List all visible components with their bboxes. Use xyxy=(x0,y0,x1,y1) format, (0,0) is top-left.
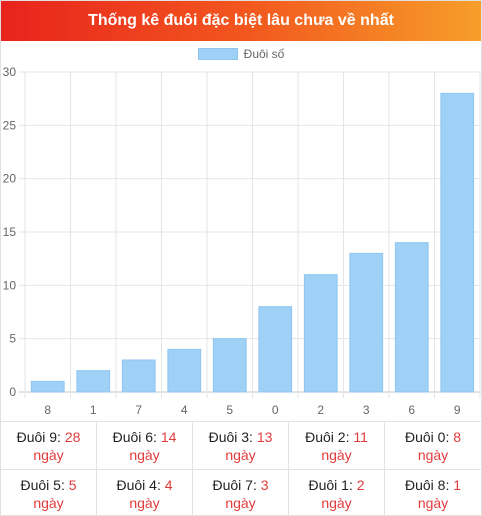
stat-cell: Đuôi 2: 11 ngày xyxy=(289,421,385,469)
bar-1[interactable] xyxy=(76,370,111,393)
x-tick-label: 6 xyxy=(408,403,415,417)
stat-cell: Đuôi 1: 2 ngày xyxy=(289,469,385,515)
stat-cell: Đuôi 0: 8 ngày xyxy=(385,421,481,469)
stat-cell: Đuôi 3: 13 ngày xyxy=(193,421,289,469)
stat-value: 14 xyxy=(160,429,177,445)
x-tick-label: 9 xyxy=(454,403,461,417)
stat-label: Đuôi 4: xyxy=(116,477,165,493)
stat-unit: ngày xyxy=(321,495,352,511)
stat-value: 3 xyxy=(260,477,269,493)
stat-value: 1 xyxy=(453,477,462,493)
stat-unit: ngày xyxy=(129,447,160,463)
x-tick-label: 4 xyxy=(181,403,188,417)
y-tick-label: 5 xyxy=(9,332,16,346)
y-tick-label: 25 xyxy=(3,118,17,132)
x-tick-label: 3 xyxy=(363,403,370,417)
x-tick-label: 2 xyxy=(317,403,324,417)
stat-value: 2 xyxy=(356,477,365,493)
stat-cell: Đuôi 9: 28 ngày xyxy=(1,421,97,469)
stat-label: Đuôi 7: xyxy=(212,477,261,493)
stat-label: Đuôi 9: xyxy=(16,429,65,445)
stat-value: 13 xyxy=(256,429,273,445)
stat-unit: ngày xyxy=(225,447,256,463)
stat-unit: ngày xyxy=(33,495,64,511)
legend-label: Đuôi số xyxy=(243,47,285,61)
stat-cell: Đuôi 4: 4 ngày xyxy=(97,469,193,515)
stat-cell: Đuôi 5: 5 ngày xyxy=(1,469,97,515)
stat-label: Đuôi 5: xyxy=(20,477,69,493)
bar-2[interactable] xyxy=(303,274,338,393)
bar-7[interactable] xyxy=(121,359,156,393)
stat-label: Đuôi 1: xyxy=(308,477,357,493)
bar-9[interactable] xyxy=(440,92,475,393)
legend-swatch xyxy=(197,48,238,60)
stat-unit: ngày xyxy=(33,447,64,463)
stat-unit: ngày xyxy=(321,447,352,463)
stat-unit: ngày xyxy=(225,495,256,511)
stat-unit: ngày xyxy=(417,495,449,511)
y-tick-label: 10 xyxy=(3,278,17,292)
widget-title: Thống kê đuôi đặc biệt lâu chưa về nhất xyxy=(1,1,481,41)
axes: 0 5 10 15 20 25 30 8 1 7 4 5 0 2 3 6 9 xyxy=(3,65,461,417)
bar-6[interactable] xyxy=(394,242,429,393)
bars xyxy=(30,92,475,393)
bar-chart: 0 5 10 15 20 25 30 8 1 7 4 5 0 2 3 6 9 xyxy=(3,65,481,417)
stat-unit: ngày xyxy=(417,447,449,463)
stat-value: 11 xyxy=(353,429,368,445)
bar-0[interactable] xyxy=(258,306,293,393)
grid-lines xyxy=(19,71,481,398)
bar-5[interactable] xyxy=(212,338,247,393)
stats-table: Đuôi 9: 28 ngày Đuôi 6: 14 ngày Đuôi 3: 13 ng… xyxy=(1,421,481,515)
stat-cell: Đuôi 6: 14 ngày xyxy=(97,421,193,469)
chart-legend[interactable]: Đuôi số xyxy=(1,47,481,61)
stat-value: 4 xyxy=(164,477,173,493)
stat-value: 5 xyxy=(68,477,77,493)
bar-3[interactable] xyxy=(349,252,384,393)
stat-label: Đuôi 0: xyxy=(404,429,454,445)
stat-value: 28 xyxy=(64,429,81,445)
stat-cell: Đuôi 8: 1 ngày xyxy=(385,469,481,515)
y-tick-label: 30 xyxy=(3,65,17,79)
stat-label: Đuôi 8: xyxy=(404,477,454,493)
stat-label: Đuôi 3: xyxy=(208,429,257,445)
y-tick-label: 20 xyxy=(3,172,17,186)
bar-8[interactable] xyxy=(30,380,65,393)
stat-unit: ngày xyxy=(129,495,160,511)
x-tick-label: 0 xyxy=(272,403,279,417)
x-tick-label: 8 xyxy=(44,403,51,417)
y-tick-label: 0 xyxy=(9,385,16,399)
x-tick-label: 7 xyxy=(135,403,142,417)
stat-value: 8 xyxy=(453,429,462,445)
x-tick-label: 5 xyxy=(226,403,233,417)
stat-label: Đuôi 2: xyxy=(305,429,354,445)
y-tick-label: 15 xyxy=(3,225,17,239)
bar-4[interactable] xyxy=(167,348,202,393)
stat-label: Đuôi 6: xyxy=(112,429,161,445)
x-tick-label: 1 xyxy=(90,403,97,417)
stat-cell: Đuôi 7: 3 ngày xyxy=(193,469,289,515)
